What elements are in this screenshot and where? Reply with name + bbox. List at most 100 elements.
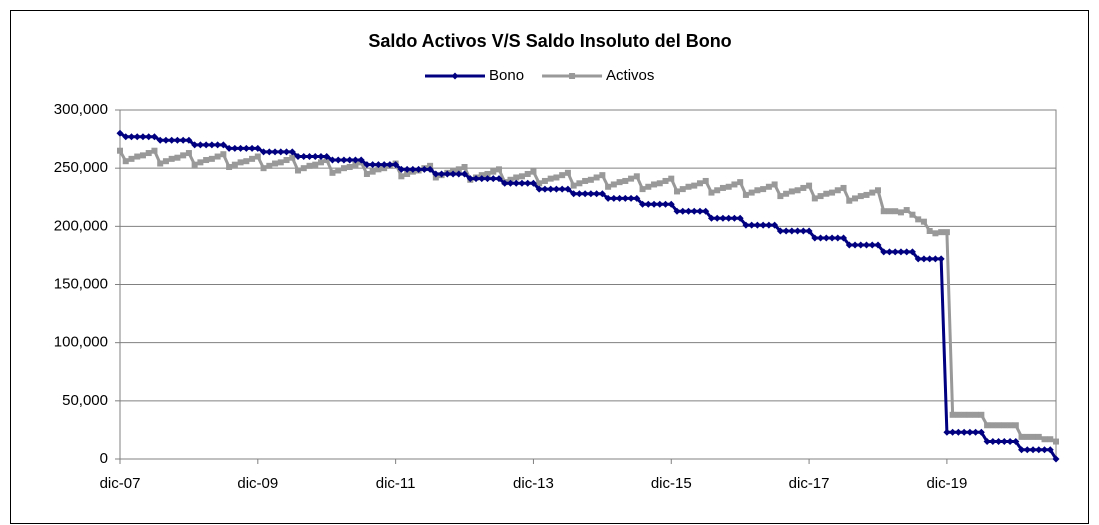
data-point [949,428,957,436]
data-point [823,190,830,197]
data-point [782,227,790,235]
data-point [369,161,377,169]
data-point [639,186,646,193]
data-point [398,173,405,180]
data-point [644,200,652,208]
y-tick-label: 0 [100,450,108,467]
data-point [593,190,601,198]
data-point [582,177,589,184]
data-point [760,186,767,193]
x-tick-label: dic-15 [651,475,692,492]
data-point [1024,433,1031,440]
data-point [451,72,459,80]
data-point [897,209,904,216]
data-point [185,150,192,157]
data-point [426,165,434,173]
data-point [552,185,560,193]
y-tick-label: 100,000 [54,334,108,351]
data-point [742,191,749,198]
data-point [277,159,284,166]
data-point [960,428,968,436]
data-point [633,194,641,202]
data-point [570,190,578,198]
data-point [794,227,802,235]
data-point [771,221,779,229]
data-point [128,155,135,162]
data-point [420,165,428,173]
data-point [852,195,859,202]
data-point [277,148,285,156]
data-point [972,411,979,418]
x-tick-label: dic-19 [926,475,967,492]
data-point [903,248,911,256]
data-point [328,156,336,164]
data-point [386,161,394,169]
data-point [616,194,624,202]
data-point [139,152,146,159]
data-point [822,234,830,242]
data-point [449,170,457,178]
data-point [685,183,692,190]
data-point [564,185,572,193]
data-point [569,73,576,79]
data-point [455,170,463,178]
data-point [329,169,336,176]
data-point [300,153,308,161]
data-point [283,157,290,164]
data-point [501,179,509,187]
data-point [461,164,468,171]
data-point [754,187,761,194]
data-point [616,179,623,186]
data-point [857,241,865,249]
data-point [529,179,537,187]
y-tick-label: 200,000 [54,217,108,234]
data-point [805,227,813,235]
data-point [134,153,141,160]
y-tick-label: 150,000 [54,275,108,292]
data-point [753,221,761,229]
x-tick-label: dic-11 [376,475,416,492]
data-point [725,183,732,190]
data-point [719,184,726,191]
data-point [1000,438,1008,446]
data-point [357,156,365,164]
data-point [811,234,819,242]
data-point [868,241,876,249]
data-point [587,190,595,198]
data-point [593,174,600,181]
data-point [679,186,686,193]
data-point [662,177,669,184]
data-point [524,170,531,177]
data-point [272,160,279,167]
data-point [863,191,870,198]
data-point [891,248,899,256]
data-point [857,193,864,200]
data-point [288,148,296,156]
data-point [340,165,347,172]
data-point [547,175,554,182]
data-point [691,182,698,189]
data-point [191,141,199,149]
data-point [748,189,755,196]
data-point [242,144,250,152]
data-point [794,187,801,194]
data-point [150,133,158,141]
data-point [225,144,233,152]
data-point [931,255,939,263]
data-point [702,177,709,184]
data-point [575,190,583,198]
data-point [214,141,222,149]
data-point [581,190,589,198]
data-point [707,214,715,222]
data-point [1041,446,1049,454]
data-point [311,153,319,161]
data-point [489,175,497,183]
data-point [197,159,204,166]
data-point [926,255,934,263]
data-point [788,227,796,235]
data-point [920,218,927,225]
data-point [1030,433,1037,440]
data-point [806,182,813,189]
data-point [708,189,715,196]
data-point [214,153,221,160]
